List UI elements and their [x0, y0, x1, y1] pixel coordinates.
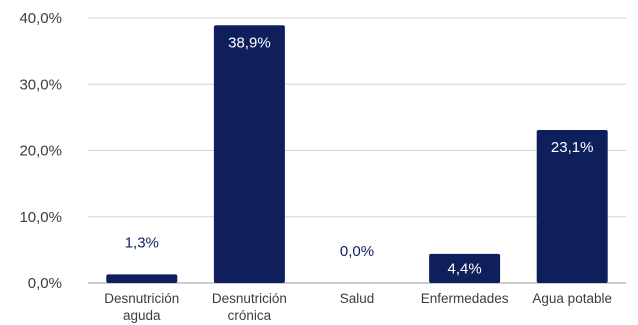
- y-tick-label: 40,0%: [19, 10, 62, 27]
- y-axis-ticks: 0,0% 10,0% 20,0% 30,0% 40,0%: [19, 10, 62, 292]
- data-label: 38,9%: [228, 34, 271, 51]
- gridlines: [88, 17, 626, 284]
- y-tick-label: 20,0%: [19, 143, 62, 160]
- x-axis-categories: Desnutrición aguda Desnutrición crónica Salu…: [104, 291, 612, 323]
- x-tick-label: crónica: [228, 308, 272, 323]
- bar: [106, 274, 178, 283]
- y-tick-label: 0,0%: [28, 275, 62, 292]
- data-label: 1,3%: [125, 234, 159, 251]
- data-label: 0,0%: [340, 243, 374, 260]
- x-tick-label: Desnutrición: [104, 291, 179, 306]
- x-tick-label: Enfermedades: [421, 291, 509, 306]
- data-label: 23,1%: [551, 139, 594, 156]
- x-tick-label: Desnutrición: [212, 291, 287, 306]
- y-tick-label: 10,0%: [19, 209, 62, 226]
- bar: [429, 253, 501, 283]
- x-tick-label: Salud: [340, 291, 375, 306]
- y-tick-label: 30,0%: [19, 76, 62, 93]
- data-label: 4,4%: [447, 260, 481, 277]
- data-labels: 1,3% 38,9% 0,0% 4,4% 23,1%: [125, 34, 594, 277]
- bars: [106, 25, 608, 283]
- x-tick-label: Agua potable: [532, 291, 612, 306]
- bar: [213, 25, 285, 283]
- x-tick-label: aguda: [123, 308, 161, 323]
- bar: [536, 129, 608, 283]
